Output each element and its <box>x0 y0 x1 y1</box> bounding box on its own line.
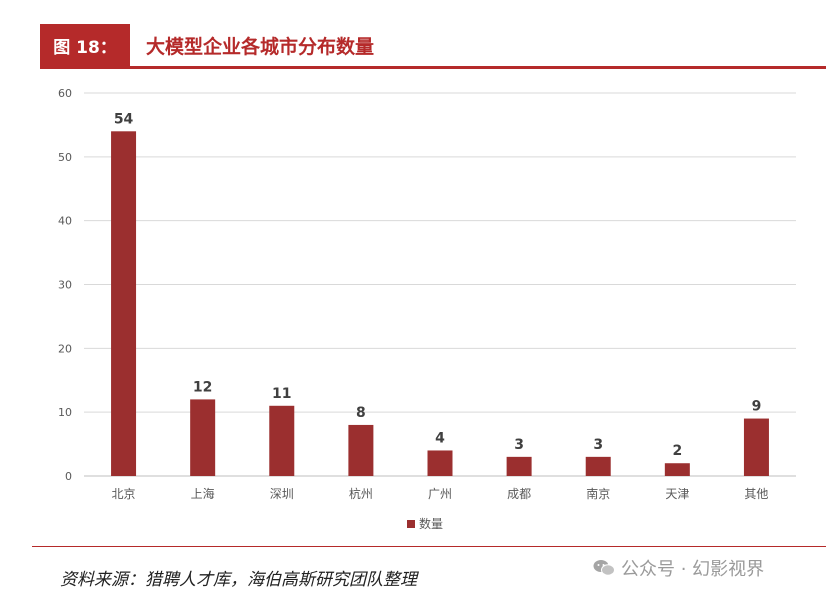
bar <box>427 450 453 476</box>
data-label: 4 <box>435 430 445 446</box>
y-tick-label: 10 <box>58 406 72 419</box>
x-tick-label: 天津 <box>665 487 689 501</box>
bar <box>348 424 374 476</box>
data-label: 2 <box>672 443 682 459</box>
bar <box>111 131 137 477</box>
y-tick-label: 40 <box>58 215 72 228</box>
data-label: 3 <box>514 437 524 453</box>
data-label: 54 <box>114 111 134 127</box>
wechat-icon <box>593 560 615 576</box>
source-note: 资料来源：猎聘人才库，海伯高斯研究团队整理 <box>60 570 417 590</box>
y-tick-label: 0 <box>65 470 72 483</box>
bar <box>506 456 532 476</box>
x-tick-label: 南京 <box>586 486 610 501</box>
data-label: 12 <box>193 379 212 395</box>
figure-header: 图 18： 大模型企业各城市分布数量 <box>40 24 826 69</box>
bar <box>269 405 295 476</box>
x-tick-label: 深圳 <box>270 487 294 501</box>
legend-swatch <box>407 520 415 528</box>
x-tick-label: 成都 <box>507 487 531 501</box>
watermark: 公众号 · 幻影视界 <box>593 555 764 581</box>
figure-label: 图 18： <box>40 24 130 66</box>
legend-label: 数量 <box>419 516 443 531</box>
figure-title: 大模型企业各城市分布数量 <box>146 36 375 58</box>
watermark-text: 公众号 · 幻影视界 <box>621 559 765 580</box>
x-tick-label: 杭州 <box>349 486 373 501</box>
footer-divider <box>32 546 826 547</box>
bar <box>190 399 216 476</box>
x-tick-label: 其他 <box>744 487 768 501</box>
bar <box>664 463 690 476</box>
y-tick-label: 20 <box>58 342 72 355</box>
data-label: 11 <box>272 386 291 402</box>
y-tick-label: 30 <box>58 279 72 292</box>
x-tick-label: 上海 <box>191 486 215 501</box>
data-label: 9 <box>752 399 762 415</box>
data-label: 8 <box>356 405 366 421</box>
bar-chart: 0 10 20 30 40 50 60 54 北京 12 上海 11 深圳 8 杭州 4 广州 3 成都 3 南京 2 天津… <box>58 87 796 531</box>
bar <box>585 456 611 476</box>
header-divider <box>40 66 826 69</box>
data-label: 3 <box>593 437 603 453</box>
x-tick-label: 北京 <box>112 487 136 501</box>
x-tick-label: 广州 <box>428 487 452 501</box>
y-tick-label: 50 <box>58 151 72 164</box>
bar <box>743 418 769 476</box>
y-tick-label: 60 <box>58 87 72 100</box>
